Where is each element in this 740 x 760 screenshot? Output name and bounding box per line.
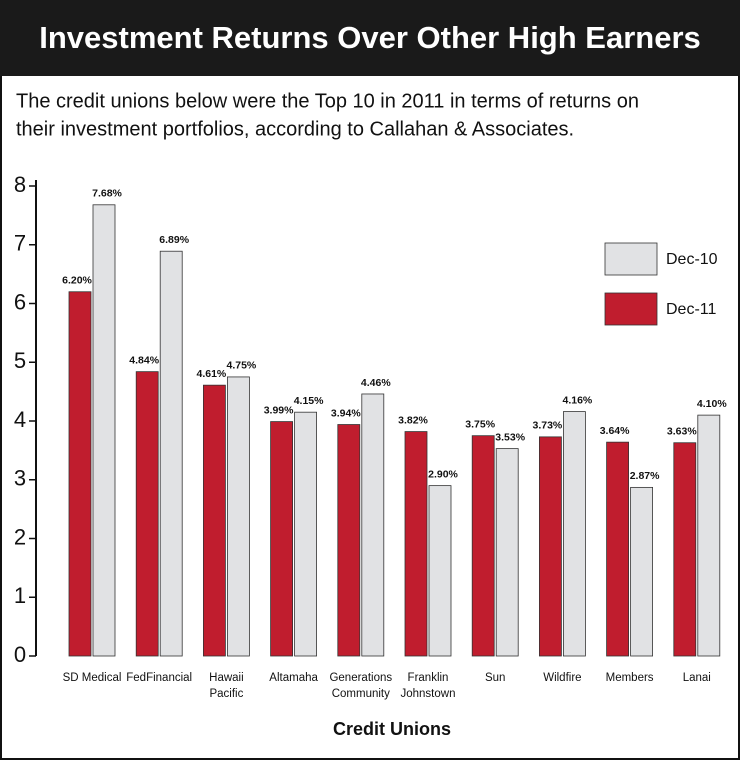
x-tick-label: Altamaha [269, 672, 318, 684]
value-label: 4.84% [129, 354, 159, 366]
x-tick-label: Hawaii [209, 672, 244, 684]
value-label: 3.73% [533, 420, 563, 432]
x-tick-label: Franklin [408, 672, 449, 684]
value-label: 4.46% [361, 377, 391, 389]
bar [361, 393, 385, 657]
bar [404, 431, 428, 657]
y-tick-label: 1 [14, 583, 26, 608]
chart-title: Investment Returns Over Other High Earne… [39, 20, 701, 55]
bar [495, 448, 519, 657]
subtitle: their investment portfolios, according t… [16, 118, 574, 140]
bar [697, 414, 721, 657]
value-label: 3.94% [331, 407, 361, 419]
value-label: 3.64% [600, 425, 630, 437]
y-tick-label: 4 [14, 407, 26, 432]
x-tick-label: Lanai [683, 672, 711, 684]
legend-swatch [604, 242, 658, 276]
legend-label: Dec-10 [666, 251, 718, 268]
bar [606, 441, 629, 657]
bar [337, 424, 361, 657]
bar [471, 435, 495, 657]
subtitle: The credit unions below were the Top 10 … [16, 90, 639, 112]
value-label: 7.68% [92, 188, 122, 200]
x-tick-label: Sun [485, 672, 505, 684]
bar [563, 411, 586, 657]
bar [539, 436, 562, 657]
value-label: 2.90% [428, 468, 458, 480]
value-label: 3.82% [398, 414, 428, 426]
bar [294, 411, 318, 657]
value-label: 3.63% [667, 426, 697, 438]
legend-swatch [604, 292, 658, 326]
y-tick-label: 8 [14, 172, 26, 197]
y-tick-label: 7 [14, 231, 26, 256]
x-tick-label: SD Medical [63, 672, 122, 684]
value-label: 4.16% [563, 394, 593, 406]
x-tick-label: FedFinancial [126, 672, 192, 684]
value-label: 4.10% [697, 398, 727, 410]
bar [630, 486, 653, 657]
y-tick-label: 3 [14, 466, 26, 491]
y-tick-label: 6 [14, 289, 26, 314]
bar [673, 442, 697, 657]
y-tick-label: 2 [14, 524, 26, 549]
x-tick-label: Community [332, 688, 390, 700]
value-label: 6.89% [159, 234, 189, 246]
bar [428, 485, 452, 657]
bar [135, 371, 159, 657]
x-tick-label: Pacific [209, 688, 243, 700]
x-tick-label: Generations [329, 672, 392, 684]
value-label: 3.75% [465, 418, 495, 430]
value-label: 3.99% [264, 404, 294, 416]
value-label: 4.61% [197, 368, 227, 380]
bar [159, 250, 183, 657]
value-label: 2.87% [630, 470, 660, 482]
y-tick-label: 0 [14, 642, 26, 667]
value-label: 4.75% [227, 360, 257, 372]
x-tick-label: Members [606, 672, 654, 684]
legend-label: Dec-11 [666, 301, 716, 318]
x-tick-label: Johnstown [401, 688, 456, 700]
value-label: 3.53% [495, 431, 525, 443]
title-bar [0, 0, 740, 76]
value-label: 6.20% [62, 275, 92, 287]
bar [68, 291, 92, 657]
x-tick-label: Wildfire [543, 672, 581, 684]
x-axis-label: Credit Unions [333, 719, 451, 739]
value-label: 4.15% [294, 395, 324, 407]
bar [270, 421, 294, 657]
bar [92, 204, 116, 657]
bar [202, 384, 226, 657]
bar [226, 376, 250, 657]
y-tick-label: 5 [14, 348, 26, 373]
